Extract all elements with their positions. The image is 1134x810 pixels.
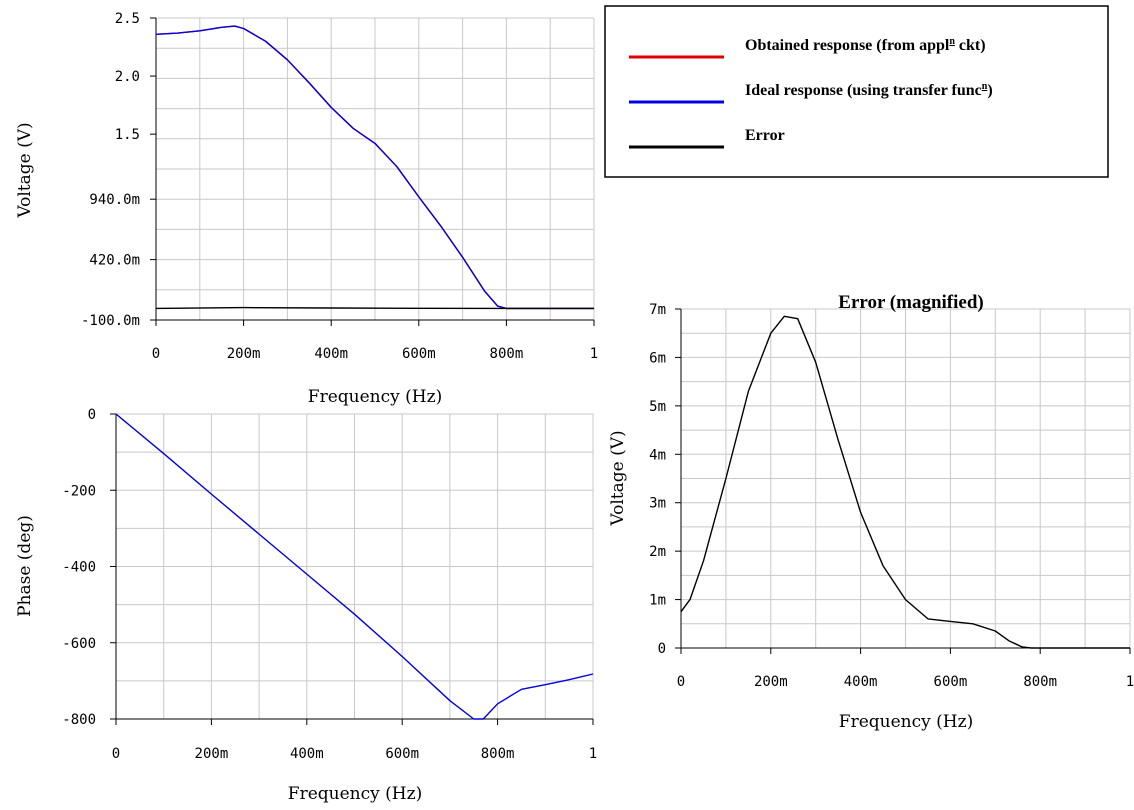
y-tick-label: 2m [649,544,666,560]
x-tick-label: 0 [677,674,685,690]
y-tick-label: 5m [649,399,666,415]
y-axis-label: Phase (deg) [15,515,35,617]
x-tick-label: 0 [112,746,120,762]
y-axis-label: Voltage (V) [608,430,628,526]
y-tick-label: 2.5 [115,11,140,27]
x-tick-label: 1 [590,346,598,362]
y-axis-label: Voltage (V) [15,122,35,218]
y-tick-label: 1.5 [115,127,140,143]
y-tick-label: 3m [649,496,666,512]
y-tick-label: 4m [649,447,666,463]
x-tick-label: 800m [481,746,515,762]
x-tick-label: 400m [290,746,324,762]
x-tick-label: 400m [314,346,348,362]
chart-panel-2: -800 -600 -400 -200 0 0 200m 400m 600m 800m 1 Frequ… [15,407,597,804]
y-tick-label: 2.0 [115,69,140,85]
y-tick-label: 420.0m [89,253,140,269]
x-tick-label: 800m [1023,674,1057,690]
chart-panel-1: -100.0m 420.0m 940.0m 1.5 2.0 2.5 0 200m 400m 600… [15,11,598,407]
y-tick-label: 6m [649,350,666,366]
y-tick-label: 0 [658,641,666,657]
y-tick-label: 1m [649,593,666,609]
x-tick-label: 200m [227,346,261,362]
x-tick-label: 200m [754,674,788,690]
y-tick-label: 940.0m [89,192,140,208]
x-tick-label: 1 [1126,674,1134,690]
x-axis-label: Frequency (Hz) [839,712,973,732]
y-tick-label: -800 [62,712,96,728]
x-axis-label: Frequency (Hz) [308,387,442,407]
legend-label-1: Obtained response (from appln ckt) [745,36,986,54]
x-axis-label: Frequency (Hz) [288,784,422,804]
x-tick-label: 0 [152,346,160,362]
x-tick-label: 400m [844,674,878,690]
legend: Obtained response (from appln ckt) Ideal … [604,5,1109,178]
y-tick-label: -200 [62,483,96,499]
legend-label-3: Error [745,127,785,144]
series-line-1 [680,315,1130,649]
y-tick-label: -100.0m [81,313,140,329]
chart-panel-3: 0 1m 2m 3m 4m 5m 6m 7m 0 200m 400m 600m 800m 1 Frequen… [608,292,1134,732]
chart-title: Error (magnified) [838,292,983,313]
x-tick-label: 200m [195,746,229,762]
x-tick-label: 1 [589,746,597,762]
series-line-1 [115,413,594,720]
y-tick-label: -400 [62,560,96,576]
series-line-3 [155,306,594,310]
legend-label-2: Ideal response (using transfer funcn) [745,81,993,99]
x-tick-label: 800m [490,346,524,362]
y-tick-label: 7m [649,302,666,318]
y-tick-label: 0 [88,407,96,423]
x-tick-label: 600m [934,674,968,690]
x-tick-label: 600m [402,346,436,362]
y-tick-label: -600 [62,636,96,652]
x-tick-label: 600m [385,746,419,762]
